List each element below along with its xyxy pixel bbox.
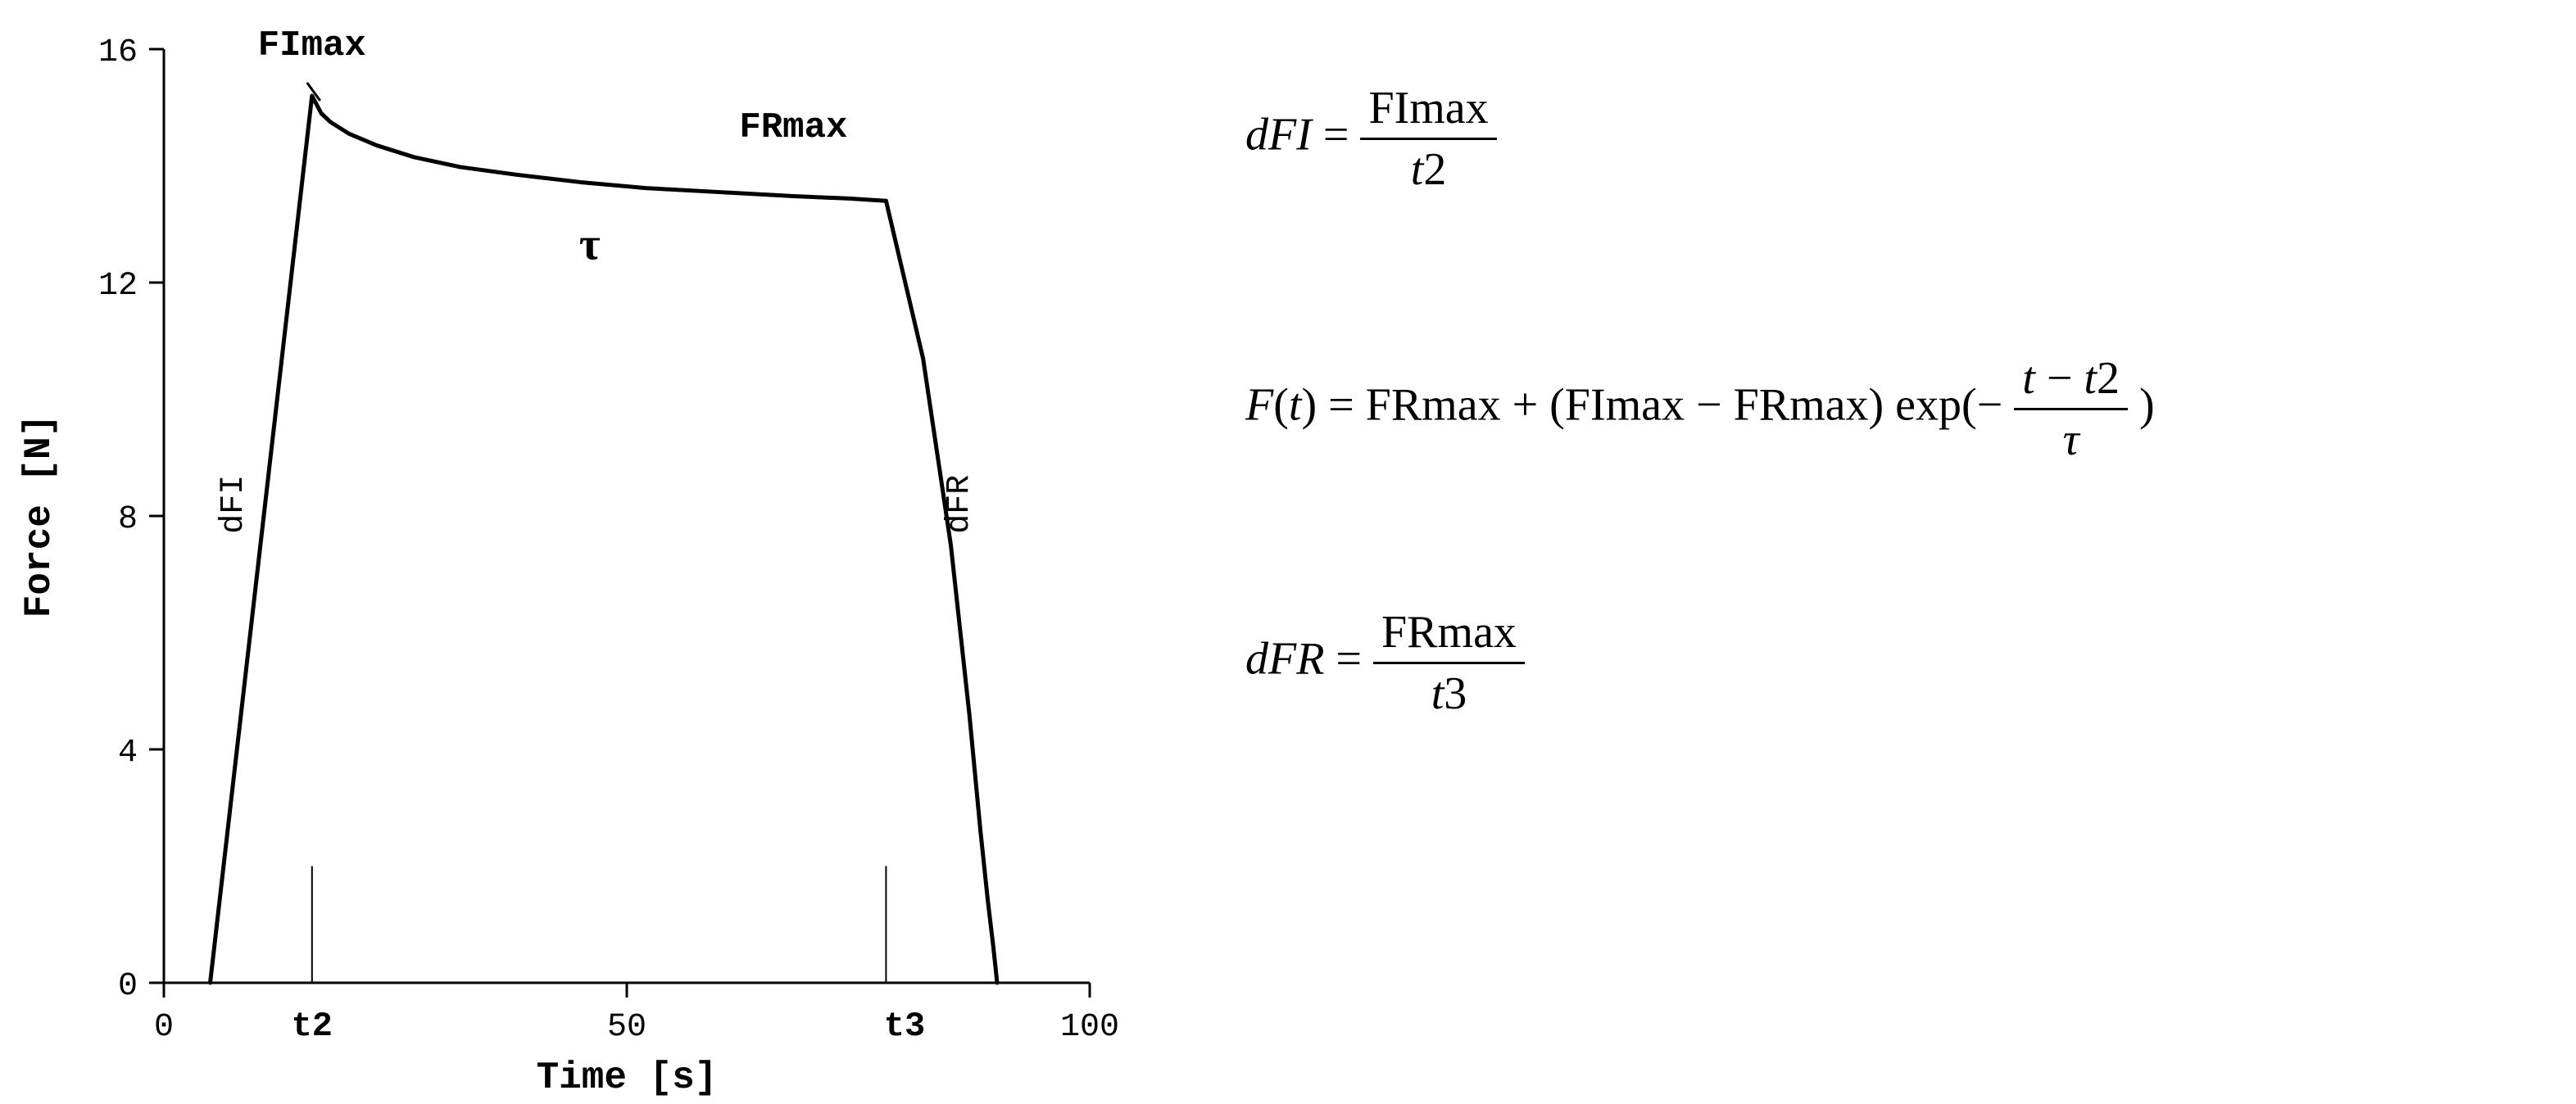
svg-text:16: 16	[98, 34, 138, 71]
eq2-tail: )	[2139, 379, 2155, 430]
eq2-open: (	[1273, 379, 1289, 430]
equation-Ft: F(t) = FRmax + (FImax − FRmax) exp(− t −…	[1245, 352, 2155, 466]
svg-text:t3: t3	[884, 1007, 925, 1046]
svg-text:dFR: dFR	[941, 475, 978, 534]
svg-text:τ: τ	[579, 219, 601, 270]
force-time-chart: 0 4 8 12 16 0 50 100 Time [s] Force [N] FImax FRmax…	[0, 0, 1163, 1104]
eq2-F: F	[1245, 379, 1273, 430]
eq2-num-t2: t	[2084, 353, 2097, 404]
svg-text:100: 100	[1060, 1009, 1119, 1046]
eq3-den: t3	[1373, 664, 1525, 720]
svg-text:Force [N]: Force [N]	[18, 414, 61, 618]
eq3-num: FRmax	[1373, 606, 1525, 664]
eq2-num-t1: t	[2022, 353, 2035, 404]
eq2-body: ) = FRmax + (FImax − FRmax) exp(−	[1301, 379, 2002, 430]
svg-text:FImax: FImax	[258, 25, 366, 66]
eq1-num: FImax	[1360, 82, 1496, 140]
eq2-num-mid: −	[2035, 353, 2084, 404]
svg-text:FRmax: FRmax	[739, 107, 847, 148]
eq1-fraction: FImax t2	[1360, 82, 1496, 196]
page-root: 0 4 8 12 16 0 50 100 Time [s] Force [N] FImax FRmax…	[0, 0, 2576, 1104]
svg-text:Time [s]: Time [s]	[537, 1056, 718, 1099]
eq1-den-var: t	[1411, 144, 1424, 195]
eq1-lhs: dFI	[1245, 109, 1312, 160]
svg-text:dFI: dFI	[215, 475, 252, 534]
eq1-den: t2	[1360, 140, 1496, 196]
eq3-den-var: t	[1431, 668, 1444, 719]
eq2-num: t − t2	[2014, 352, 2128, 410]
svg-text:0: 0	[118, 968, 138, 1005]
svg-text:8: 8	[118, 501, 138, 538]
eq1-equals: =	[1323, 109, 1361, 160]
svg-text:0: 0	[154, 1009, 174, 1046]
svg-text:50: 50	[607, 1009, 646, 1046]
svg-text:4: 4	[118, 735, 138, 771]
eq2-t: t	[1289, 379, 1302, 430]
eq3-lhs: dFR	[1245, 633, 1324, 684]
eq2-num-tail: 2	[2097, 353, 2120, 404]
eq2-fraction: t − t2 τ	[2014, 352, 2128, 466]
svg-text:12: 12	[98, 268, 138, 305]
eq3-fraction: FRmax t3	[1373, 606, 1525, 720]
eq1-den-tail: 2	[1423, 144, 1446, 195]
svg-text:t2: t2	[292, 1007, 333, 1046]
equation-dFI: dFI = FImax t2	[1245, 82, 1497, 196]
eq3-equals: =	[1336, 633, 1373, 684]
eq2-den: τ	[2014, 410, 2128, 466]
eq3-den-tail: 3	[1444, 668, 1467, 719]
equation-dFR: dFR = FRmax t3	[1245, 606, 1525, 720]
